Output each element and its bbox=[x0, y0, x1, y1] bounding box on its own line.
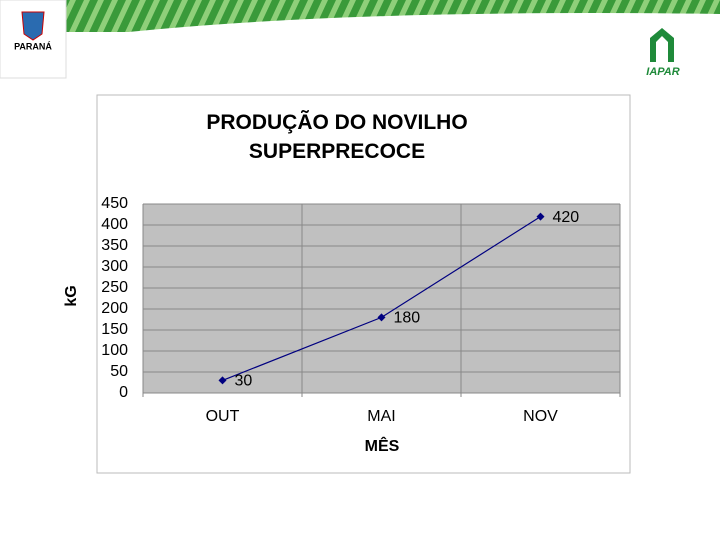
point-marker bbox=[218, 376, 227, 385]
y-axis-label: kG bbox=[63, 285, 80, 306]
x-axis-label: MÊS bbox=[365, 436, 400, 455]
chart-title: PRODUÇÃO DO NOVILHO SUPERPRECOCE bbox=[206, 111, 468, 163]
y-tick-label: 150 bbox=[101, 321, 128, 338]
y-tick-label: 300 bbox=[101, 258, 128, 275]
y-tick-label: 350 bbox=[101, 237, 128, 254]
plot-area bbox=[143, 204, 620, 393]
data-label: 30 bbox=[235, 373, 253, 390]
y-tick-label: 50 bbox=[110, 363, 128, 380]
point-marker bbox=[536, 212, 545, 221]
y-tick-label: 450 bbox=[101, 195, 128, 212]
logo-left-text: PARANÁ bbox=[14, 41, 52, 51]
y-tick-label: 400 bbox=[101, 216, 128, 233]
point-marker bbox=[377, 313, 386, 322]
logo-left-shield bbox=[21, 11, 45, 41]
data-label: 180 bbox=[394, 310, 421, 327]
y-tick-label: 250 bbox=[101, 279, 128, 296]
logo-right-icon bbox=[650, 28, 674, 62]
x-tick-label: NOV bbox=[523, 408, 558, 425]
y-tick-label: 0 bbox=[119, 384, 128, 401]
x-tick-label: OUT bbox=[206, 408, 240, 425]
header-curve bbox=[60, 13, 720, 60]
data-label: 420 bbox=[553, 209, 580, 226]
x-tick-label: MAI bbox=[367, 408, 395, 425]
logo-right-text: IAPAR bbox=[646, 66, 679, 78]
y-tick-label: 200 bbox=[101, 300, 128, 317]
y-tick-label: 100 bbox=[101, 342, 128, 359]
